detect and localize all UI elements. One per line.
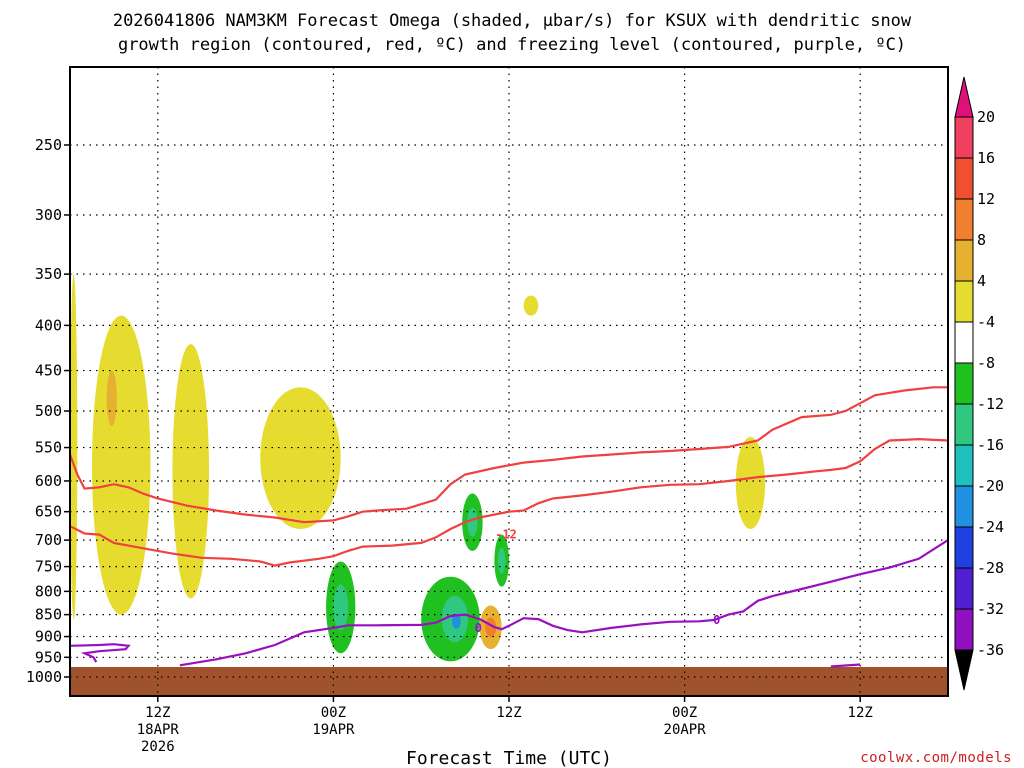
colorbar-label-13: -36 [977,641,1004,659]
colorbar-label-12: -32 [977,600,1004,618]
x-tick-label-6-date: 18APR [137,722,180,738]
x-axis-label: Forecast Time (UTC) [406,748,612,768]
colorbar-segment-3 [954,239,974,282]
grid-layer [70,67,948,696]
y-tick-label-1000: 1000 [26,668,62,686]
x-tick-label-18-date: 19APR [312,722,355,738]
colorbar-segment-1 [954,157,974,200]
colorbar: 20 16 12 8 4 -4 -8 -12 -16 -20 -24 -28 -32 -36 [954,76,1004,691]
colorbar-label-5: -4 [977,313,995,331]
y-tick-label-800: 800 [35,582,62,600]
colorbar-segment-12 [954,608,974,651]
omega-region-2 [172,344,210,599]
colorbar-segment-10 [954,526,974,569]
y-tick-label-250: 250 [35,136,62,154]
y-tick-label-750: 750 [35,558,62,576]
omega-region-5 [523,295,539,316]
colorbar-label-3: 8 [977,231,986,249]
y-axis: 250 300 350 400 450 500 550 600 650 700 750 800 850 9… [26,136,70,686]
y-tick-label-400: 400 [35,316,62,334]
y-tick-label-450: 450 [35,362,62,380]
contour-label-2: 0 [713,613,720,627]
colorbar-label-10: -24 [977,518,1004,536]
omega-region-core-7 [333,584,349,631]
x-tick-label-42-time: 00Z [672,705,697,721]
omega-shading-layer [70,274,766,662]
colorbar-segment-9 [954,485,974,528]
colorbar-label-9: -20 [977,477,1004,495]
colorbar-segment-11 [954,567,974,610]
colorbar-label-7: -12 [977,395,1004,413]
y-tick-label-700: 700 [35,531,62,549]
colorbar-bottom-arrow [954,649,974,691]
colorbar-top-arrow [954,76,974,118]
omega-region-0 [70,274,78,620]
omega-region-6 [735,436,766,529]
y-tick-label-500: 500 [35,402,62,420]
omega-region-1 [91,315,151,615]
colorbar-segment-2 [954,198,974,241]
omega-region-3 [106,370,117,427]
colorbar-segment-8 [954,444,974,487]
chart-title-line-2: growth region (contoured, red, ºC) and f… [118,35,906,55]
y-tick-label-950: 950 [35,648,62,666]
omega-region-core-11 [498,547,506,574]
colorbar-segment-4 [954,280,974,323]
x-tick-label-18-time: 00Z [321,705,346,721]
dgz-minus18-contour [69,437,949,567]
contour-label-0: -12 [495,528,517,542]
y-tick-label-550: 550 [35,439,62,457]
colorbar-label-11: -28 [977,559,1004,577]
site-credit: coolwx.com/models [860,750,1012,766]
colorbar-label-4: 4 [977,272,986,290]
colorbar-label-2: 12 [977,190,995,208]
omega-region-4 [260,387,341,529]
y-tick-label-900: 900 [35,628,62,646]
x-tick-label-30-time: 12Z [496,705,521,721]
colorbar-segment-6 [954,362,974,405]
y-tick-label-850: 850 [35,606,62,624]
colorbar-segment-0 [954,116,974,159]
omega-region-core-10 [467,507,478,537]
freezing-level-contour [69,539,949,668]
x-tick-label-42-date: 20APR [664,722,707,738]
y-tick-label-650: 650 [35,503,62,521]
colorbar-segment-7 [954,403,974,446]
chart-title-line-1: 2026041806 NAM3KM Forecast Omega (shaded… [113,11,912,31]
y-tick-label-350: 350 [35,265,62,283]
colorbar-label-0: 20 [977,108,995,126]
contour-label-1: 0 [475,621,482,635]
colorbar-label-1: 16 [977,149,995,167]
contour-layer: -12 0 0 [68,386,949,668]
dgz-minus12-contour [68,386,948,524]
y-tick-label-300: 300 [35,206,62,224]
y-tick-label-600: 600 [35,472,62,490]
omega-region-peak-8 [451,613,461,629]
x-tick-label-6-time: 12Z [145,705,170,721]
x-tick-label-6-year: 2026 [141,739,175,755]
colorbar-segment-5 [954,321,974,364]
x-tick-label-54-time: 12Z [848,705,873,721]
colorbar-label-8: -16 [977,436,1004,454]
colorbar-label-6: -8 [977,354,995,372]
